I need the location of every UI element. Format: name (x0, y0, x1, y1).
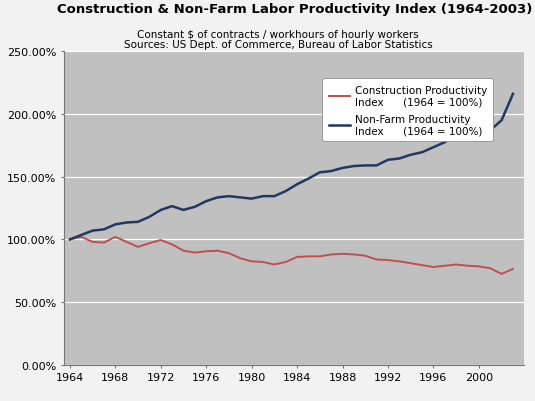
Construction Productivity
Index      (1964 = 100%) (510, 267, 516, 271)
Construction Productivity
Index      (1964 = 100%) (294, 255, 300, 260)
Non-Farm Productivity
Index      (1964 = 100%) (419, 150, 425, 155)
Construction Productivity
Index      (1964 = 100%) (135, 245, 141, 250)
Construction Productivity
Index      (1964 = 100%) (169, 242, 175, 247)
Non-Farm Productivity
Index      (1964 = 100%) (499, 119, 505, 124)
Non-Farm Productivity
Index      (1964 = 100%) (350, 164, 357, 169)
Line: Construction Productivity
Index      (1964 = 100%): Construction Productivity Index (1964 = … (70, 237, 513, 274)
Construction Productivity
Index      (1964 = 100%) (101, 241, 107, 245)
Non-Farm Productivity
Index      (1964 = 100%) (441, 140, 448, 145)
Construction Productivity
Index      (1964 = 100%) (112, 235, 119, 240)
Non-Farm Productivity
Index      (1964 = 100%) (282, 189, 289, 194)
Construction Productivity
Index      (1964 = 100%) (192, 251, 198, 255)
Non-Farm Productivity
Index      (1964 = 100%) (305, 177, 312, 182)
Non-Farm Productivity
Index      (1964 = 100%) (101, 227, 107, 232)
Construction Productivity
Index      (1964 = 100%) (339, 252, 346, 257)
Line: Non-Farm Productivity
Index      (1964 = 100%): Non-Farm Productivity Index (1964 = 100%… (70, 95, 513, 240)
Non-Farm Productivity
Index      (1964 = 100%) (476, 114, 482, 119)
Non-Farm Productivity
Index      (1964 = 100%) (510, 92, 516, 97)
Construction Productivity
Index      (1964 = 100%) (317, 254, 323, 259)
Non-Farm Productivity
Index      (1964 = 100%) (260, 194, 266, 199)
Construction Productivity
Index      (1964 = 100%) (350, 252, 357, 257)
Non-Farm Productivity
Index      (1964 = 100%) (373, 164, 380, 168)
Non-Farm Productivity
Index      (1964 = 100%) (248, 197, 255, 202)
Construction Productivity
Index      (1964 = 100%) (89, 240, 96, 245)
Non-Farm Productivity
Index      (1964 = 100%) (135, 220, 141, 225)
Non-Farm Productivity
Index      (1964 = 100%) (385, 158, 391, 163)
Non-Farm Productivity
Index      (1964 = 100%) (294, 182, 300, 187)
Construction Productivity
Index      (1964 = 100%) (215, 249, 221, 253)
Construction Productivity
Index      (1964 = 100%) (237, 256, 243, 261)
Construction Productivity
Index      (1964 = 100%) (419, 263, 425, 268)
Legend: Construction Productivity
Index      (1964 = 100%), Non-Farm Productivity
Index : Construction Productivity Index (1964 = … (323, 79, 493, 142)
Non-Farm Productivity
Index      (1964 = 100%) (203, 199, 209, 204)
Non-Farm Productivity
Index      (1964 = 100%) (317, 170, 323, 175)
Construction Productivity
Index      (1964 = 100%) (328, 252, 334, 257)
Construction Productivity
Index      (1964 = 100%) (396, 259, 402, 264)
Construction Productivity
Index      (1964 = 100%) (271, 262, 278, 267)
Construction Productivity
Index      (1964 = 100%) (373, 257, 380, 262)
Construction Productivity
Index      (1964 = 100%) (78, 235, 85, 240)
Non-Farm Productivity
Index      (1964 = 100%) (89, 229, 96, 233)
Construction Productivity
Index      (1964 = 100%) (464, 264, 471, 269)
Construction Productivity
Index      (1964 = 100%) (441, 264, 448, 269)
Non-Farm Productivity
Index      (1964 = 100%) (112, 223, 119, 227)
Construction Productivity
Index      (1964 = 100%) (180, 249, 187, 253)
Non-Farm Productivity
Index      (1964 = 100%) (180, 208, 187, 213)
Construction Productivity
Index      (1964 = 100%) (203, 249, 209, 254)
Non-Farm Productivity
Index      (1964 = 100%) (146, 215, 152, 220)
Construction Productivity
Index      (1964 = 100%) (430, 265, 437, 270)
Non-Farm Productivity
Index      (1964 = 100%) (157, 208, 164, 213)
Construction Productivity
Index      (1964 = 100%) (124, 240, 130, 245)
Construction Productivity
Index      (1964 = 100%) (248, 259, 255, 264)
Construction Productivity
Index      (1964 = 100%) (362, 254, 369, 259)
Construction Productivity
Index      (1964 = 100%) (453, 262, 460, 267)
Non-Farm Productivity
Index      (1964 = 100%) (339, 166, 346, 171)
Non-Farm Productivity
Index      (1964 = 100%) (487, 129, 493, 134)
Non-Farm Productivity
Index      (1964 = 100%) (78, 233, 85, 238)
Construction Productivity
Index      (1964 = 100%) (157, 238, 164, 243)
Construction Productivity
Index      (1964 = 100%) (476, 264, 482, 269)
Non-Farm Productivity
Index      (1964 = 100%) (226, 194, 232, 199)
Non-Farm Productivity
Index      (1964 = 100%) (408, 153, 414, 158)
Non-Farm Productivity
Index      (1964 = 100%) (430, 146, 437, 150)
Non-Farm Productivity
Index      (1964 = 100%) (237, 195, 243, 200)
Construction Productivity
Index      (1964 = 100%) (282, 260, 289, 265)
Non-Farm Productivity
Index      (1964 = 100%) (328, 169, 334, 174)
Construction Productivity
Index      (1964 = 100%) (499, 272, 505, 277)
Non-Farm Productivity
Index      (1964 = 100%) (215, 195, 221, 200)
Non-Farm Productivity
Index      (1964 = 100%) (271, 194, 278, 199)
Title: Construction & Non-Farm Labor Productivity Index (1964-2003): Construction & Non-Farm Labor Productivi… (57, 3, 532, 16)
Non-Farm Productivity
Index      (1964 = 100%) (124, 221, 130, 225)
Non-Farm Productivity
Index      (1964 = 100%) (464, 125, 471, 130)
Text: Constant $ of contracts / workhours of hourly workers: Constant $ of contracts / workhours of h… (137, 30, 419, 40)
Construction Productivity
Index      (1964 = 100%) (260, 260, 266, 265)
Construction Productivity
Index      (1964 = 100%) (146, 241, 152, 246)
Construction Productivity
Index      (1964 = 100%) (385, 258, 391, 263)
Non-Farm Productivity
Index      (1964 = 100%) (67, 237, 73, 242)
Non-Farm Productivity
Index      (1964 = 100%) (192, 205, 198, 210)
Construction Productivity
Index      (1964 = 100%) (487, 266, 493, 271)
Y-axis label: Index: Index (0, 191, 3, 226)
Construction Productivity
Index      (1964 = 100%) (408, 261, 414, 266)
Text: Sources: US Dept. of Commerce, Bureau of Labor Statistics: Sources: US Dept. of Commerce, Bureau of… (124, 40, 433, 50)
Non-Farm Productivity
Index      (1964 = 100%) (362, 164, 369, 168)
Non-Farm Productivity
Index      (1964 = 100%) (453, 132, 460, 137)
Construction Productivity
Index      (1964 = 100%) (226, 251, 232, 256)
Construction Productivity
Index      (1964 = 100%) (67, 237, 73, 242)
Construction Productivity
Index      (1964 = 100%) (305, 254, 312, 259)
Non-Farm Productivity
Index      (1964 = 100%) (396, 157, 402, 162)
Non-Farm Productivity
Index      (1964 = 100%) (169, 204, 175, 209)
